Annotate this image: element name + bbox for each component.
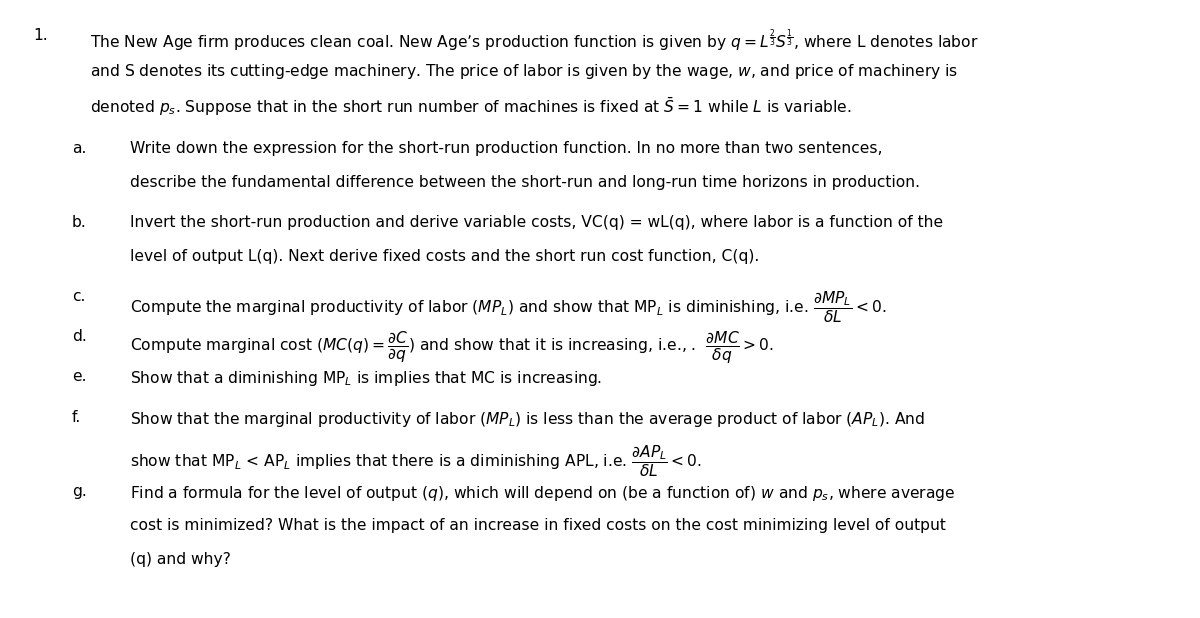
Text: level of output L(q). Next derive fixed costs and the short run cost function, C: level of output L(q). Next derive fixed … [130, 249, 758, 264]
Text: (q) and why?: (q) and why? [130, 552, 230, 567]
Text: Compute the marginal productivity of labor ($MP_L$) and show that MP$_L$ is dimi: Compute the marginal productivity of lab… [130, 289, 886, 325]
Text: The New Age firm produces clean coal. New Age’s production function is given by : The New Age firm produces clean coal. Ne… [90, 28, 978, 54]
Text: Write down the expression for the short-run production function. In no more than: Write down the expression for the short-… [130, 141, 882, 156]
Text: e.: e. [72, 370, 86, 384]
Text: Show that a diminishing MP$_L$ is implies that MC is increasing.: Show that a diminishing MP$_L$ is implie… [130, 370, 602, 389]
Text: a.: a. [72, 141, 86, 156]
Text: Compute marginal cost ($MC(q) = \dfrac{\partial C}{\partial q}$) and show that i: Compute marginal cost ($MC(q) = \dfrac{\… [130, 329, 774, 366]
Text: f.: f. [72, 410, 82, 425]
Text: 1.: 1. [34, 28, 48, 43]
Text: cost is minimized? What is the impact of an increase in fixed costs on the cost : cost is minimized? What is the impact of… [130, 518, 946, 533]
Text: b.: b. [72, 215, 86, 230]
Text: g.: g. [72, 484, 86, 499]
Text: Invert the short-run production and derive variable costs, VC(q) = wL(q), where : Invert the short-run production and deri… [130, 215, 943, 230]
Text: c.: c. [72, 289, 85, 304]
Text: describe the fundamental difference between the short-run and long-run time hori: describe the fundamental difference betw… [130, 175, 919, 190]
Text: Show that the marginal productivity of labor ($MP_L$) is less than the average p: Show that the marginal productivity of l… [130, 410, 925, 428]
Text: show that MP$_L$ < AP$_L$ implies that there is a diminishing APL, i.e. $\dfrac{: show that MP$_L$ < AP$_L$ implies that t… [130, 444, 702, 479]
Text: Find a formula for the level of output ($q$), which will depend on (be a functio: Find a formula for the level of output (… [130, 484, 955, 502]
Text: and S denotes its cutting-edge machinery. The price of labor is given by the wag: and S denotes its cutting-edge machinery… [90, 62, 958, 81]
Text: denoted $p_s$. Suppose that in the short run number of machines is fixed at $\ba: denoted $p_s$. Suppose that in the short… [90, 96, 852, 118]
Text: d.: d. [72, 329, 86, 344]
